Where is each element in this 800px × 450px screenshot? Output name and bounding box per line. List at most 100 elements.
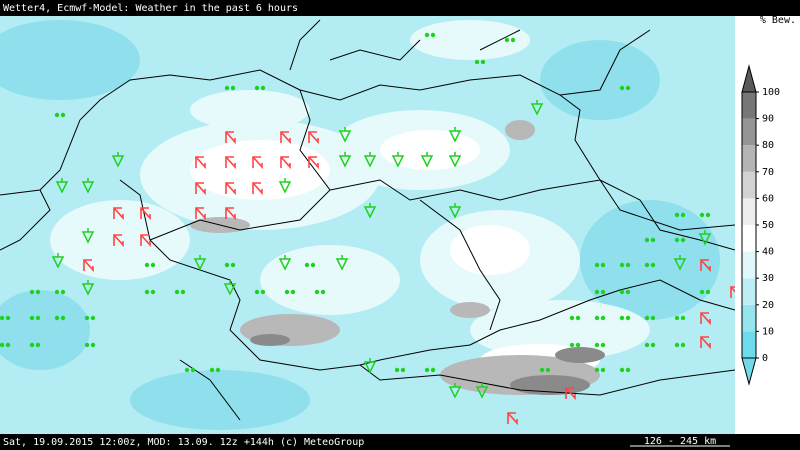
drizzle-dot [644, 262, 650, 268]
drizzle-dot [60, 112, 66, 118]
colorbar-segment [742, 118, 756, 146]
drizzle-dot [644, 237, 650, 243]
rain-shower [448, 383, 462, 399]
colorbar-segment [742, 278, 756, 305]
colorbar-tick-label: 10 [762, 326, 774, 337]
drizzle-dot [0, 342, 5, 348]
drizzle-dot [680, 212, 686, 218]
drizzle-dot [569, 342, 575, 348]
thunderstorm [195, 207, 206, 221]
thunderstorm [308, 156, 319, 170]
colorbar-tick-label: 90 [762, 114, 774, 125]
drizzle-dot [600, 342, 606, 348]
drizzle-dot [600, 289, 606, 295]
drizzle-dot [680, 342, 686, 348]
drizzle-dot [150, 289, 156, 295]
drizzle-dot [619, 262, 625, 268]
rain-shower [111, 152, 125, 168]
drizzle-dot [674, 212, 680, 218]
rain-shower [81, 228, 95, 244]
drizzle-dot [304, 262, 310, 268]
drizzle-dot [619, 367, 625, 373]
drizzle-dot [320, 289, 326, 295]
borders [0, 19, 735, 421]
drizzle-dot [209, 367, 215, 373]
drizzle-dot [29, 289, 35, 295]
rain-shower [81, 280, 95, 296]
thunderstorm [280, 156, 291, 170]
drizzle-dot [705, 212, 711, 218]
rain-shower [55, 178, 69, 194]
rain-shower [81, 178, 95, 194]
drizzle-dot [284, 289, 290, 295]
thunderstorm [140, 234, 151, 248]
colorbar-unit: % Bew. [760, 15, 796, 26]
drizzle-dot [254, 85, 260, 91]
drizzle-dot [224, 262, 230, 268]
footer-scale: 126 - 245 km [644, 436, 716, 447]
drizzle-dot [84, 315, 90, 321]
colorbar-segment [742, 92, 756, 119]
drizzle-dot [650, 237, 656, 243]
drizzle-dot [424, 367, 430, 373]
rain-shower [363, 358, 377, 374]
thunderstorm [225, 182, 236, 196]
drizzle-dot [230, 85, 236, 91]
drizzle-dot [54, 112, 60, 118]
thunderstorm [308, 131, 319, 145]
rain-shower [698, 230, 712, 246]
header-bar [0, 0, 800, 16]
rain-shower [335, 255, 349, 271]
colorbar: 0 10 20 30 40 50 60 70 80 90 100 [741, 64, 780, 386]
drizzle-dot [674, 342, 680, 348]
cloud-dark [250, 334, 605, 395]
drizzle-dot [54, 315, 60, 321]
thunderstorm [700, 312, 711, 326]
drizzle-dot [674, 315, 680, 321]
drizzle-dot [144, 289, 150, 295]
drizzle-dot [569, 315, 575, 321]
thunderstorm [730, 286, 735, 298]
drizzle-dot [35, 342, 41, 348]
drizzle-dot [699, 289, 705, 295]
footer-info: Sat, 19.09.2015 12:00z, MOD: 13.09. 12z … [3, 437, 364, 448]
colorbar-segment [742, 331, 756, 358]
drizzle-dot [90, 342, 96, 348]
drizzle-dot [290, 289, 296, 295]
colorbar-under [741, 357, 757, 386]
colorbar-over [741, 64, 757, 93]
drizzle-dot [600, 315, 606, 321]
colorbar-tick-label: 20 [762, 300, 774, 311]
thunderstorm [565, 387, 576, 401]
drizzle-dot [260, 85, 266, 91]
drizzle-dot [150, 262, 156, 268]
colorbar-tick-label: 0 [762, 353, 768, 364]
rain-shower [475, 383, 489, 399]
thunderstorm [113, 234, 124, 248]
drizzle-dot [705, 289, 711, 295]
drizzle-dot [90, 315, 96, 321]
drizzle-dot [394, 367, 400, 373]
rain-shower [420, 152, 434, 168]
rain-shower [338, 152, 352, 168]
drizzle-dot [190, 367, 196, 373]
drizzle-dot [29, 315, 35, 321]
drizzle-dot [254, 289, 260, 295]
drizzle-dot [84, 342, 90, 348]
colorbar-segment [742, 225, 756, 252]
drizzle-dot [625, 315, 631, 321]
rain-shower [363, 203, 377, 219]
thunderstorm [195, 182, 206, 196]
rain-shower [223, 280, 237, 296]
thunderstorm [225, 207, 236, 221]
drizzle-dot [224, 85, 230, 91]
colorbar-tick-label: 80 [762, 140, 774, 151]
colorbar-segment [742, 171, 756, 199]
header-title: Wetter4, Ecmwf-Model: Weather in the pas… [3, 3, 298, 14]
drizzle-dot [430, 32, 436, 38]
drizzle-dot [400, 367, 406, 373]
drizzle-dot [474, 59, 480, 65]
drizzle-dot [545, 367, 551, 373]
footer-bar [0, 434, 800, 450]
drizzle-dot [215, 367, 221, 373]
